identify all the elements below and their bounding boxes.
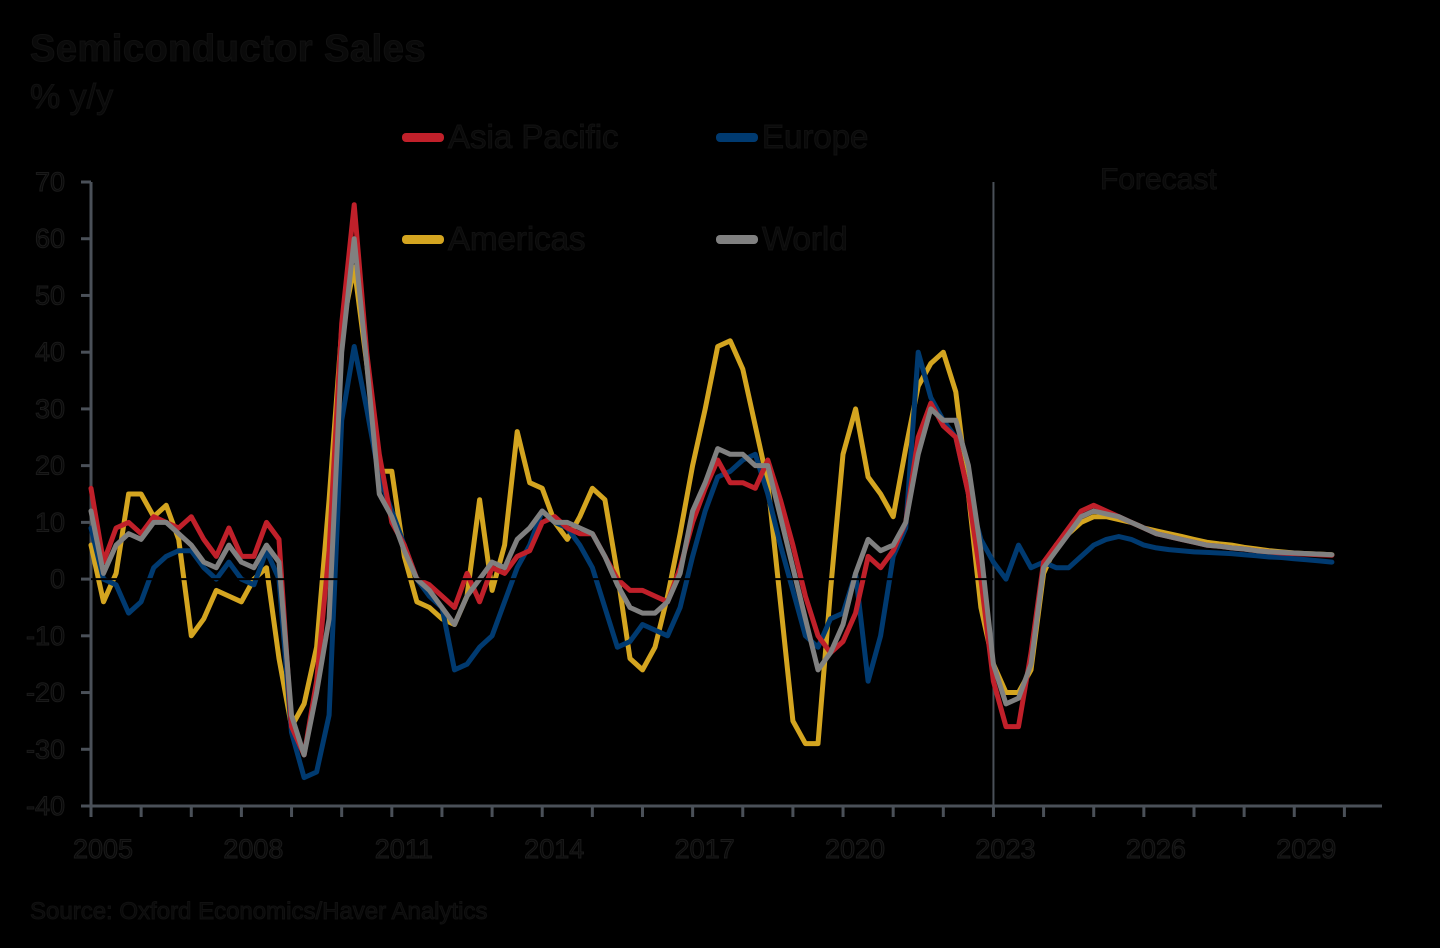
svg-text:-30: -30 <box>26 734 65 764</box>
svg-text:60: 60 <box>35 224 65 254</box>
legend-item-world: World <box>716 220 848 258</box>
source-note: Source: Oxford Economics/Haver Analytics <box>30 898 489 926</box>
series-line-europe <box>88 344 1335 781</box>
series-line-americas <box>88 264 1335 747</box>
svg-text:30: 30 <box>35 394 65 424</box>
series-line-world <box>88 236 1335 758</box>
legend-label: World <box>762 220 849 258</box>
legend-item-americas: Americas <box>402 220 586 258</box>
svg-text:2014: 2014 <box>524 834 584 864</box>
svg-text:-20: -20 <box>26 678 65 708</box>
svg-text:2008: 2008 <box>223 834 283 864</box>
svg-text:2029: 2029 <box>1276 834 1336 864</box>
svg-text:2020: 2020 <box>825 834 885 864</box>
svg-text:2005: 2005 <box>73 834 133 864</box>
legend-swatch-asia-pacific <box>402 132 444 142</box>
chart-subtitle: % y/y <box>29 78 114 117</box>
svg-text:20: 20 <box>35 451 65 481</box>
series-lines <box>88 202 1335 781</box>
legend-label: Americas <box>448 220 587 258</box>
legend-label: Europe <box>761 118 869 156</box>
legend-item-asia-pacific: Asia Pacific <box>402 118 619 156</box>
svg-text:2011: 2011 <box>375 834 433 864</box>
forecast-annotation: Forecast <box>1100 163 1218 197</box>
svg-text:50: 50 <box>35 280 65 310</box>
x-axis: 2005 2008 2011 2014 2017 2020 2023 2026 2029 <box>72 804 1382 865</box>
svg-text:10: 10 <box>35 507 65 537</box>
legend-swatch-europe <box>716 132 758 142</box>
svg-text:0: 0 <box>50 564 65 594</box>
legend-label: Asia Pacific <box>448 118 620 156</box>
y-axis: 70 60 50 40 30 20 10 0 -10 -20 -30 -40 <box>25 167 93 822</box>
svg-text:2017: 2017 <box>675 834 735 864</box>
svg-text:40: 40 <box>35 337 65 367</box>
legend-swatch-world <box>716 234 758 244</box>
svg-text:-10: -10 <box>26 621 65 651</box>
legend-swatch-americas <box>402 234 444 244</box>
svg-text:70: 70 <box>35 167 65 197</box>
svg-text:2023: 2023 <box>975 834 1035 864</box>
chart-title: Semiconductor Sales <box>30 28 426 71</box>
series-line-asia-pacific <box>88 202 1335 758</box>
legend-item-europe: Europe <box>716 118 869 156</box>
svg-text:2026: 2026 <box>1126 834 1186 864</box>
svg-text:-40: -40 <box>26 791 65 821</box>
